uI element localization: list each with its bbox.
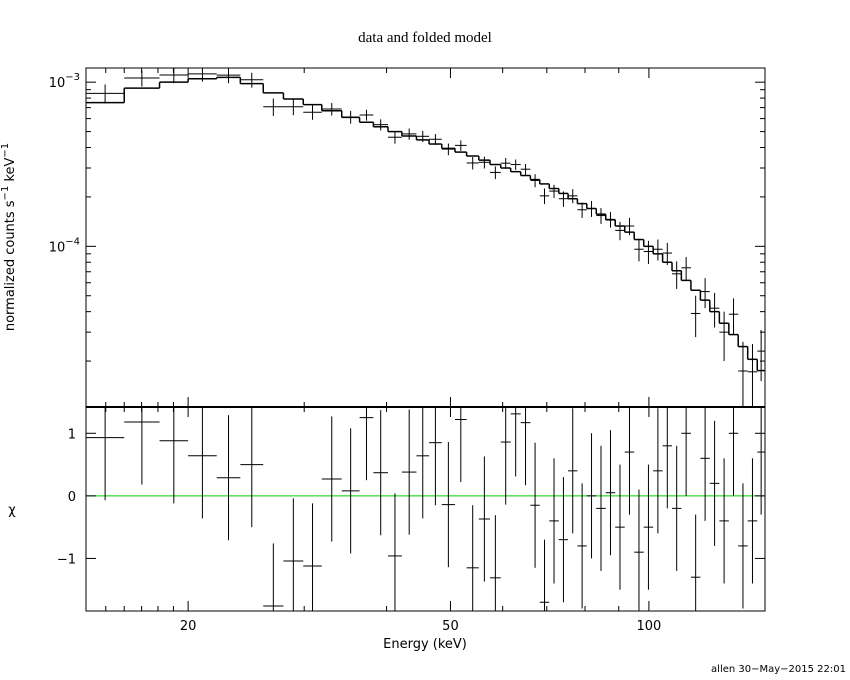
x-tick-label: 20 bbox=[180, 619, 197, 634]
tick-exponent: −3 bbox=[65, 72, 80, 83]
label-text: normalized counts s bbox=[3, 200, 18, 331]
footer: allen 30−May−2015 22:01 bbox=[711, 664, 846, 675]
label-exponent: −1 bbox=[0, 143, 11, 158]
residual-y-label: χ bbox=[8, 503, 16, 518]
tick-exponent: −4 bbox=[65, 236, 80, 247]
x-axis-label: Energy (keV) bbox=[383, 637, 467, 652]
x-tick-label: 100 bbox=[636, 619, 661, 634]
tick-base: 10 bbox=[49, 76, 66, 91]
y-axis-label: normalized counts s−1 keV−1 bbox=[0, 143, 18, 331]
x-tick-label: 50 bbox=[442, 619, 459, 634]
tick-base: 10 bbox=[49, 240, 66, 255]
y-tick-label: 10−3 bbox=[49, 72, 80, 91]
residual-plot bbox=[86, 407, 765, 611]
y-tick-label: −1 bbox=[57, 552, 76, 567]
top-plot bbox=[86, 68, 765, 407]
y-tick-label: 0 bbox=[68, 490, 76, 505]
chart-title: data and folded model bbox=[358, 30, 492, 46]
label-exponent: −1 bbox=[0, 186, 11, 201]
y-tick-label: 1 bbox=[68, 427, 76, 442]
label-text: keV bbox=[3, 157, 18, 185]
frame bbox=[85, 67, 766, 612]
y-tick-label: 10−4 bbox=[49, 236, 80, 255]
